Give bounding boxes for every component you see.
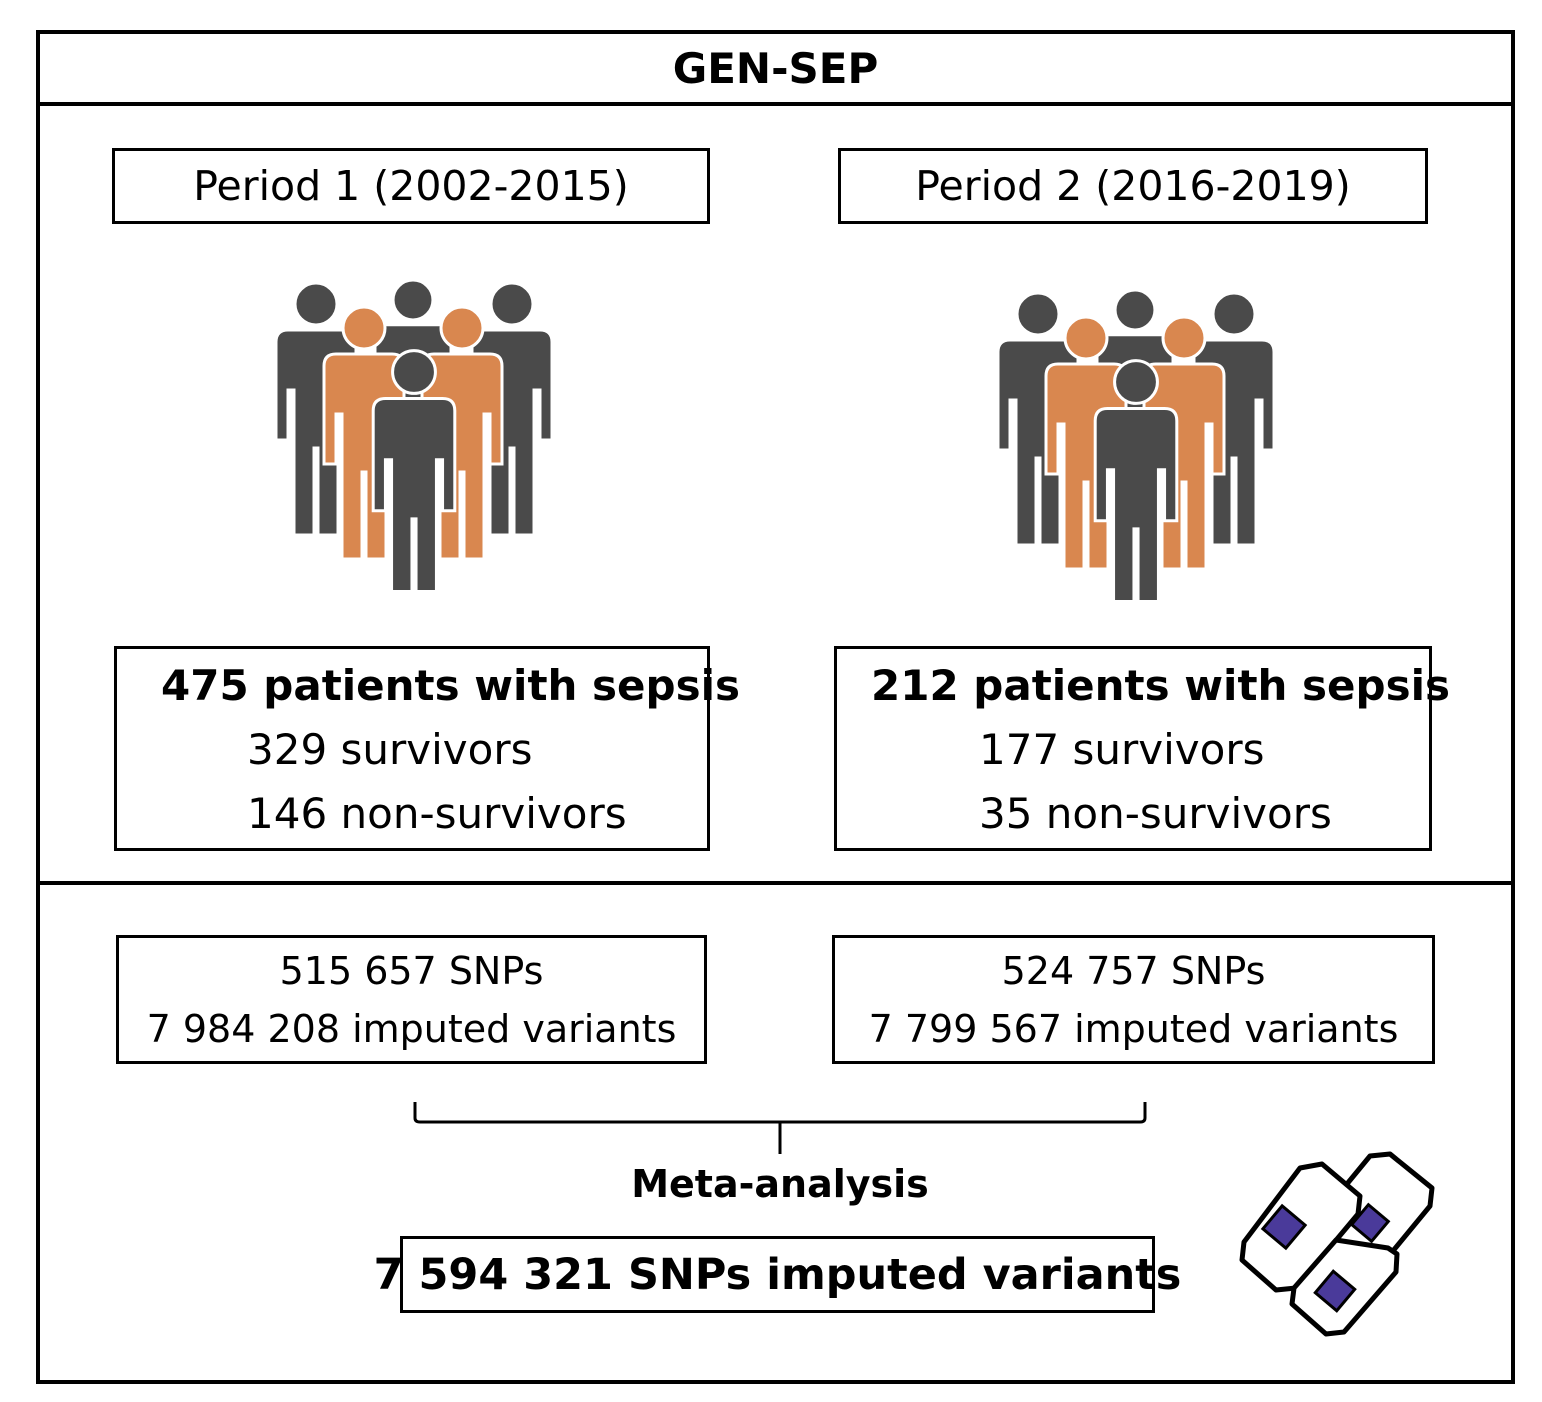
period-1-snps: 515 657 SNPs bbox=[279, 948, 544, 993]
period-2-snps: 524 757 SNPs bbox=[1001, 948, 1266, 993]
merge-bracket bbox=[413, 1102, 1147, 1154]
period-1-imputed: 7 984 208 imputed variants bbox=[146, 1006, 677, 1051]
period-2-survivors: 177 survivors bbox=[979, 725, 1265, 774]
period-2-snp-box: 524 757 SNPs 7 799 567 imputed variants bbox=[832, 935, 1435, 1064]
period-2-patients-box: 212 patients with sepsis 177 survivors 3… bbox=[834, 646, 1450, 851]
period-1-snp-box: 515 657 SNPs 7 984 208 imputed variants bbox=[116, 935, 707, 1064]
section-divider bbox=[36, 881, 1515, 885]
period-2-patients: 212 patients with sepsis bbox=[871, 661, 1450, 710]
outer-frame bbox=[36, 30, 1515, 1384]
title-divider bbox=[36, 102, 1515, 106]
period-2-non-survivors: 35 non-survivors bbox=[979, 789, 1332, 838]
period-2-imputed: 7 799 567 imputed variants bbox=[868, 1006, 1399, 1051]
group-of-people-icon bbox=[274, 280, 554, 590]
period-2-header: Period 2 (2016-2019) bbox=[838, 148, 1428, 224]
period-1-patients: 475 patients with sepsis bbox=[161, 661, 740, 710]
dna-chip-cards-icon bbox=[1239, 1151, 1435, 1337]
group-of-people-icon bbox=[996, 290, 1276, 600]
period-1-header: Period 1 (2002-2015) bbox=[112, 148, 710, 224]
period-1-survivors: 329 survivors bbox=[247, 725, 533, 774]
period-1-non-survivors: 146 non-survivors bbox=[247, 789, 627, 838]
diagram-title: GEN-SEP bbox=[672, 43, 879, 93]
meta-analysis-result: 7 594 321 SNPs imputed variants bbox=[374, 1236, 1181, 1313]
meta-analysis-label: Meta-analysis bbox=[631, 1162, 929, 1206]
period-1-patients-box: 475 patients with sepsis 329 survivors 1… bbox=[114, 646, 740, 851]
